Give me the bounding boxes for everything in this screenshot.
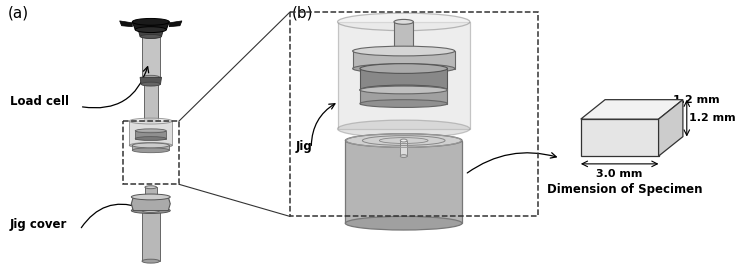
Ellipse shape	[132, 18, 169, 25]
Ellipse shape	[135, 137, 166, 141]
Polygon shape	[131, 197, 170, 211]
Ellipse shape	[400, 155, 407, 158]
Text: Load cell: Load cell	[10, 95, 69, 107]
Polygon shape	[145, 187, 157, 197]
Text: (b): (b)	[292, 6, 313, 21]
Ellipse shape	[353, 64, 455, 73]
Text: 3.0 mm: 3.0 mm	[596, 169, 643, 179]
Ellipse shape	[360, 100, 448, 107]
Ellipse shape	[142, 259, 160, 263]
Ellipse shape	[145, 195, 157, 198]
Ellipse shape	[131, 208, 170, 213]
Ellipse shape	[130, 118, 172, 124]
Ellipse shape	[346, 216, 462, 230]
Ellipse shape	[145, 186, 157, 189]
Ellipse shape	[132, 148, 169, 153]
Polygon shape	[142, 36, 160, 77]
Ellipse shape	[142, 75, 160, 79]
Polygon shape	[140, 77, 161, 84]
Polygon shape	[130, 121, 172, 145]
Ellipse shape	[360, 64, 448, 73]
Ellipse shape	[141, 82, 161, 86]
Polygon shape	[142, 211, 160, 261]
Polygon shape	[144, 84, 158, 121]
Ellipse shape	[131, 194, 170, 200]
Ellipse shape	[395, 87, 412, 92]
Polygon shape	[346, 141, 462, 223]
Polygon shape	[353, 51, 455, 68]
Polygon shape	[659, 100, 683, 156]
Ellipse shape	[360, 86, 448, 94]
Polygon shape	[394, 22, 414, 51]
Text: Jig: Jig	[296, 140, 312, 153]
Bar	[123, 121, 179, 184]
Polygon shape	[135, 131, 166, 139]
Polygon shape	[360, 68, 448, 90]
Ellipse shape	[346, 134, 462, 147]
Ellipse shape	[394, 19, 414, 24]
Ellipse shape	[142, 35, 160, 38]
Ellipse shape	[144, 120, 158, 122]
Text: 1.2 mm: 1.2 mm	[689, 113, 736, 123]
Bar	[290, 12, 538, 216]
Ellipse shape	[337, 120, 470, 138]
Ellipse shape	[135, 129, 166, 133]
Text: (a): (a)	[8, 6, 29, 21]
Ellipse shape	[140, 35, 161, 38]
Polygon shape	[360, 90, 448, 104]
Polygon shape	[581, 100, 683, 119]
Ellipse shape	[144, 83, 158, 85]
Text: Dimension of Specimen: Dimension of Specimen	[547, 183, 702, 196]
Ellipse shape	[135, 27, 166, 33]
Polygon shape	[132, 22, 169, 30]
Ellipse shape	[360, 85, 448, 95]
Polygon shape	[337, 22, 470, 129]
Text: Jig cover: Jig cover	[10, 218, 67, 231]
Ellipse shape	[142, 209, 160, 213]
Ellipse shape	[130, 142, 172, 148]
Polygon shape	[138, 30, 164, 36]
Ellipse shape	[132, 143, 169, 148]
Ellipse shape	[400, 139, 407, 142]
Text: 1.2 mm: 1.2 mm	[673, 95, 719, 105]
Ellipse shape	[337, 13, 470, 31]
Ellipse shape	[353, 46, 455, 56]
Polygon shape	[132, 145, 169, 150]
Polygon shape	[581, 119, 659, 156]
Polygon shape	[120, 21, 132, 27]
Ellipse shape	[394, 48, 414, 53]
Polygon shape	[400, 141, 407, 156]
Polygon shape	[169, 21, 182, 27]
